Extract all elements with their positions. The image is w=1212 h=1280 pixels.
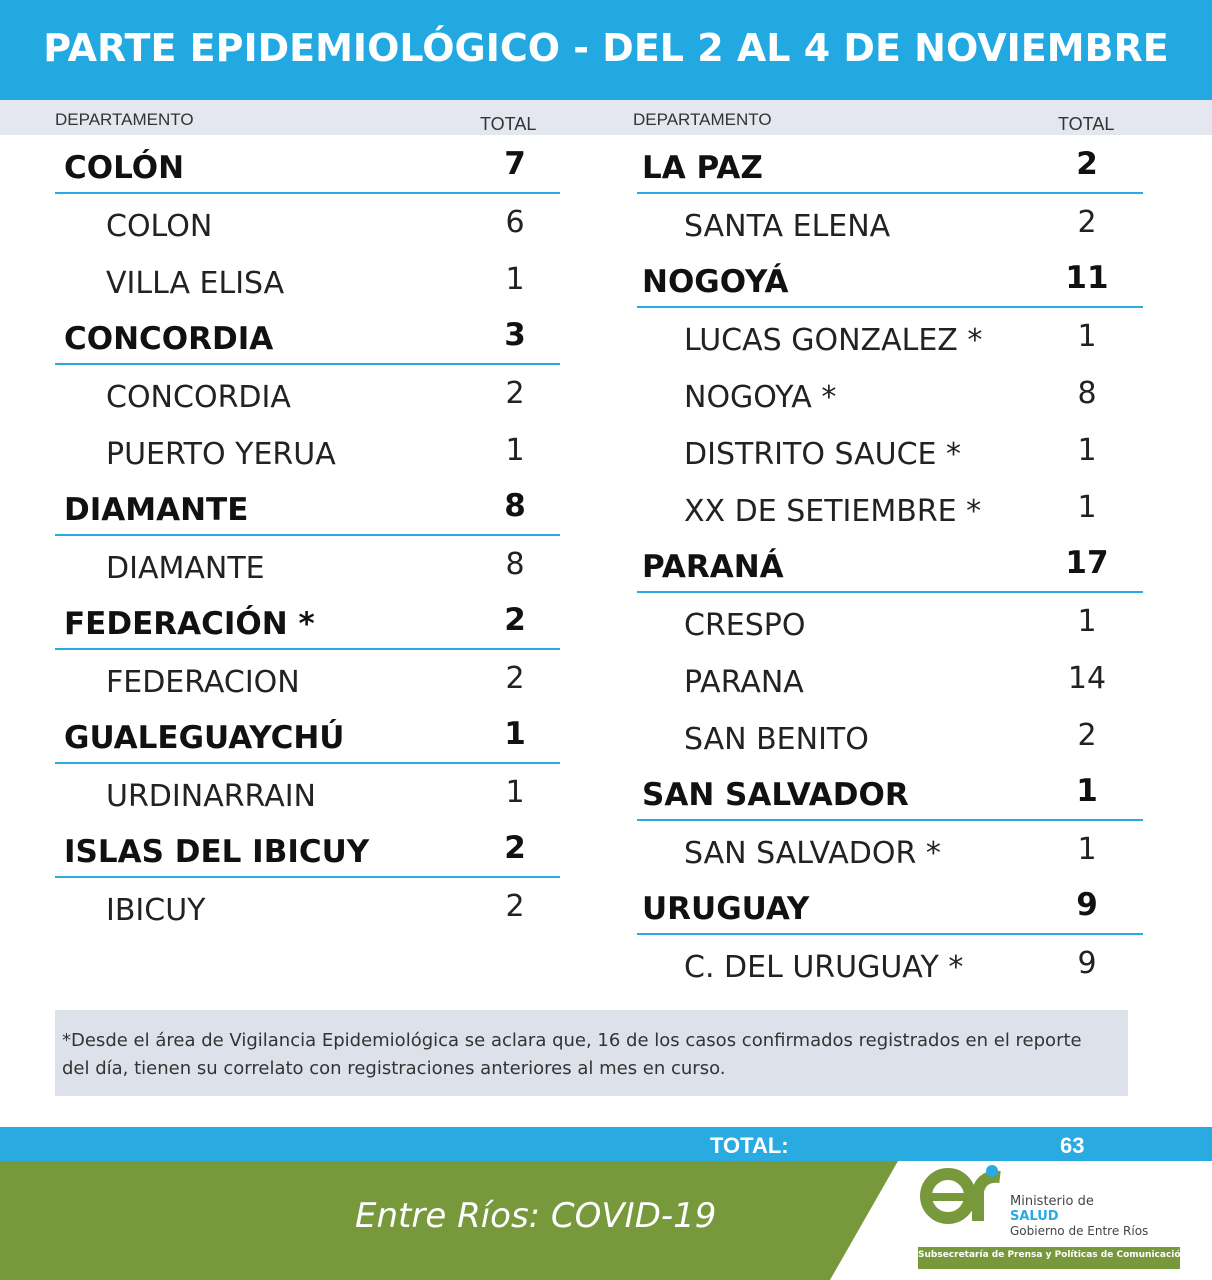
department-name: PARANÁ — [642, 549, 784, 585]
footer-text: Entre Ríos: COVID-19 — [355, 1196, 717, 1236]
department-name: ISLAS DEL IBICUY — [64, 834, 370, 870]
column-header: TOTAL — [480, 114, 537, 134]
locality-name: URDINARRAIN — [106, 779, 316, 814]
note-box — [55, 1010, 1128, 1096]
locality-total: 9 — [1077, 946, 1097, 981]
department-underline — [637, 192, 1143, 194]
locality-total: 14 — [1067, 661, 1107, 696]
department-underline — [55, 363, 560, 365]
locality-name: DISTRITO SAUCE * — [684, 437, 962, 472]
locality-name: VILLA ELISA — [106, 266, 285, 301]
department-name: URUGUAY — [642, 891, 810, 927]
department-total: 7 — [504, 146, 526, 182]
logo-banner: Subsecretaría de Prensa y Políticas de C… — [918, 1250, 1187, 1260]
department-name: LA PAZ — [642, 150, 763, 186]
total-value: 63 — [1060, 1133, 1085, 1158]
department-name: COLÓN — [64, 150, 185, 186]
column-header: DEPARTAMENTO — [55, 110, 194, 129]
locality-name: DIAMANTE — [106, 551, 265, 586]
department-underline — [637, 933, 1143, 935]
locality-total: 2 — [1077, 205, 1097, 240]
locality-name: PUERTO YERUA — [106, 437, 336, 472]
department-name: FEDERACIÓN * — [64, 606, 315, 642]
department-total: 8 — [504, 488, 526, 524]
locality-name: C. DEL URUGUAY * — [684, 950, 964, 985]
department-name: DIAMANTE — [64, 492, 249, 528]
department-total: 2 — [504, 602, 526, 638]
locality-total: 1 — [505, 433, 525, 468]
locality-total: 2 — [505, 376, 525, 411]
locality-name: FEDERACION — [106, 665, 300, 700]
header-bar — [0, 0, 1212, 100]
department-total: 1 — [504, 716, 526, 752]
locality-total: 2 — [505, 661, 525, 696]
locality-total: 8 — [505, 547, 525, 582]
department-underline — [55, 192, 560, 194]
header-strip — [0, 100, 1212, 135]
department-total: 2 — [504, 830, 526, 866]
locality-name: IBICUY — [106, 893, 206, 928]
department-total: 1 — [1076, 773, 1098, 809]
department-name: GUALEGUAYCHÚ — [64, 720, 345, 756]
department-underline — [55, 534, 560, 536]
title: PARTE EPIDEMIOLÓGICO - DEL 2 AL 4 DE NOV… — [43, 26, 1169, 70]
total-bar — [0, 1127, 1212, 1161]
total-label: TOTAL: — [710, 1133, 789, 1158]
note: *Desde el área de Vigilancia Epidemiológ… — [62, 1030, 1082, 1079]
locality-name: SAN SALVADOR * — [684, 836, 941, 871]
locality-total: 2 — [1077, 718, 1097, 753]
logo-line: Gobierno de Entre Ríos — [1010, 1224, 1149, 1238]
locality-total: 1 — [1077, 832, 1097, 867]
locality-total: 1 — [505, 262, 525, 297]
locality-name: COLON — [106, 209, 213, 244]
locality-total: 8 — [1077, 376, 1097, 411]
department-total: 11 — [1065, 260, 1109, 296]
department-underline — [637, 591, 1143, 593]
logo-line: Ministerio de — [1010, 1194, 1094, 1209]
locality-total: 1 — [1077, 490, 1097, 525]
locality-name: CONCORDIA — [106, 380, 291, 415]
locality-total: 1 — [1077, 433, 1097, 468]
column-header: TOTAL — [1058, 114, 1115, 134]
department-name: SAN SALVADOR — [642, 777, 909, 813]
department-name: CONCORDIA — [64, 321, 274, 357]
locality-name: XX DE SETIEMBRE * — [684, 494, 982, 529]
footer-bg — [0, 1161, 1212, 1280]
locality-total: 1 — [1077, 604, 1097, 639]
locality-name: SAN BENITO — [684, 722, 869, 757]
locality-name: NOGOYA * — [684, 380, 837, 415]
locality-name: PARANA — [684, 665, 804, 700]
department-underline — [637, 819, 1143, 821]
department-total: 17 — [1065, 545, 1109, 581]
department-total: 3 — [504, 317, 526, 353]
locality-name: SANTA ELENA — [684, 209, 891, 244]
locality-total: 2 — [505, 889, 525, 924]
department-underline — [55, 762, 560, 764]
locality-total: 6 — [505, 205, 525, 240]
department-total: 2 — [1076, 146, 1098, 182]
locality-name: CRESPO — [684, 608, 806, 643]
logo-line: SALUD — [1010, 1209, 1059, 1224]
department-underline — [55, 876, 560, 878]
locality-total: 1 — [1077, 319, 1097, 354]
column-header: DEPARTAMENTO — [633, 110, 772, 129]
department-underline — [55, 648, 560, 650]
department-name: NOGOYÁ — [642, 264, 789, 300]
department-underline — [637, 306, 1143, 308]
locality-total: 1 — [505, 775, 525, 810]
locality-name: LUCAS GONZALEZ * — [684, 323, 983, 358]
department-total: 9 — [1076, 887, 1098, 923]
